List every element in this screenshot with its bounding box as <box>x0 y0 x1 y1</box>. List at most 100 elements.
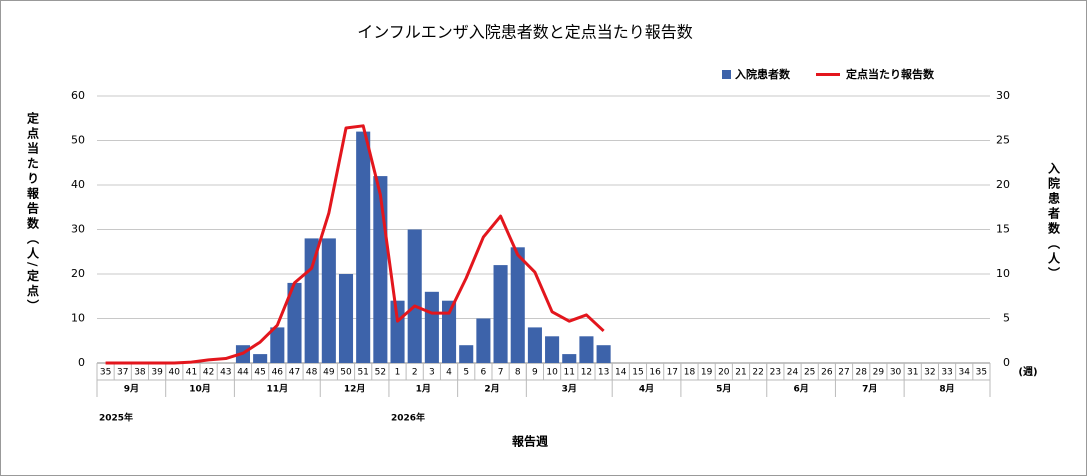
bar <box>493 265 508 363</box>
month-label: 8月 <box>939 384 954 395</box>
x-axis-unit: (週) <box>1018 366 1037 378</box>
x-tick-label: 21 <box>735 368 746 378</box>
y2-axis-label: 入院患者数（人） <box>1047 162 1061 282</box>
x-tick-label: 19 <box>701 368 713 378</box>
x-tick-label: 28 <box>855 368 867 378</box>
x-tick-label: 27 <box>838 368 849 378</box>
x-tick-label: 38 <box>134 368 146 378</box>
x-axis-label: 報告週 <box>512 434 548 449</box>
y2-tick-label: 15 <box>996 223 1010 236</box>
x-tick-label: 37 <box>117 368 128 378</box>
month-label: 9月 <box>124 384 139 395</box>
x-tick-label: 4 <box>446 368 452 378</box>
x-tick-label: 7 <box>498 368 504 378</box>
y-tick-label: 20 <box>71 267 85 280</box>
x-tick-label: 46 <box>272 368 284 378</box>
x-tick-label: 49 <box>323 368 335 378</box>
x-tick-label: 11 <box>564 368 575 378</box>
x-tick-label: 40 <box>169 368 181 378</box>
x-tick-label: 6 <box>481 368 487 378</box>
x-tick-label: 10 <box>546 368 558 378</box>
legend-swatch <box>722 70 731 79</box>
x-tick-label: 20 <box>718 368 730 378</box>
month-label: 2月 <box>484 384 499 395</box>
x-tick-label: 16 <box>649 368 661 378</box>
bar <box>338 274 354 363</box>
x-tick-label: 51 <box>357 368 368 378</box>
bar <box>527 327 542 363</box>
month-label: 5月 <box>716 384 731 395</box>
x-tick-label: 24 <box>787 368 799 378</box>
x-tick-label: 18 <box>684 368 696 378</box>
x-tick-label: 14 <box>615 368 627 378</box>
x-tick-label: 26 <box>821 368 833 378</box>
bar <box>407 229 422 363</box>
y2-tick-label: 0 <box>1003 356 1010 369</box>
x-tick-label: 3 <box>429 368 435 378</box>
x-tick-label: 33 <box>941 368 952 378</box>
bar <box>424 291 439 363</box>
x-tick-label: 2 <box>412 368 418 378</box>
x-tick-label: 34 <box>959 368 971 378</box>
chart-title: インフルエンザ入院患者数と定点当たり報告数 <box>357 23 693 42</box>
y2-tick-label: 5 <box>1003 312 1010 325</box>
x-tick-label: 35 <box>100 368 111 378</box>
y2-tick-label: 20 <box>996 178 1010 191</box>
bar <box>596 345 611 363</box>
bar <box>321 238 336 363</box>
bar <box>476 318 491 363</box>
x-tick-label: 50 <box>340 368 352 378</box>
x-tick-label: 15 <box>632 368 643 378</box>
x-tick-label: 22 <box>752 368 763 378</box>
y-axis-label: 定点当たり報告数（人/定点） <box>26 111 40 315</box>
month-label: 3月 <box>562 384 577 395</box>
x-tick-label: 30 <box>890 368 902 378</box>
x-tick-label: 25 <box>804 368 815 378</box>
x-tick-label: 41 <box>186 368 197 378</box>
line <box>105 124 605 365</box>
x-tick-label: 1 <box>395 368 401 378</box>
legend-label: 入院患者数 <box>735 67 791 81</box>
month-label: 1月 <box>416 384 431 395</box>
x-tick-label: 48 <box>306 368 318 378</box>
x-tick-label: 12 <box>581 368 592 378</box>
x-tick-label: 9 <box>532 368 538 378</box>
x-tick-label: 29 <box>873 368 885 378</box>
y-tick-label: 10 <box>71 312 85 325</box>
x-tick-label: 5 <box>463 368 469 378</box>
x-tick-label: 32 <box>924 368 935 378</box>
bar <box>253 354 268 363</box>
x-tick-label: 43 <box>220 368 231 378</box>
bar <box>510 247 525 363</box>
x-tick-label: 52 <box>375 368 386 378</box>
y2-tick-label: 10 <box>996 267 1010 280</box>
x-tick-label: 47 <box>289 368 300 378</box>
month-label: 7月 <box>862 384 877 395</box>
month-label: 12月 <box>344 384 366 395</box>
bar <box>579 336 594 363</box>
month-label: 6月 <box>793 384 808 395</box>
y-tick-label: 30 <box>71 223 85 236</box>
month-label: 11月 <box>267 384 289 395</box>
x-tick-label: 45 <box>254 368 265 378</box>
y2-tick-label: 25 <box>996 134 1010 147</box>
x-tick-label: 17 <box>667 368 678 378</box>
x-tick-label: 42 <box>203 368 214 378</box>
year-label: 2025年 <box>99 412 133 424</box>
year-label: 2026年 <box>391 412 425 424</box>
bar <box>270 327 285 363</box>
bar <box>442 300 457 363</box>
bar <box>545 336 560 363</box>
x-tick-label: 44 <box>237 368 249 378</box>
x-tick-label: 35 <box>976 368 987 378</box>
y-tick-label: 60 <box>71 89 85 102</box>
month-label: 10月 <box>189 384 211 395</box>
x-tick-label: 23 <box>770 368 781 378</box>
x-tick-label: 13 <box>598 368 609 378</box>
bar <box>562 354 577 363</box>
legend-label: 定点当たり報告数 <box>846 67 935 81</box>
bar <box>459 345 474 363</box>
x-tick-label: 8 <box>515 368 521 378</box>
